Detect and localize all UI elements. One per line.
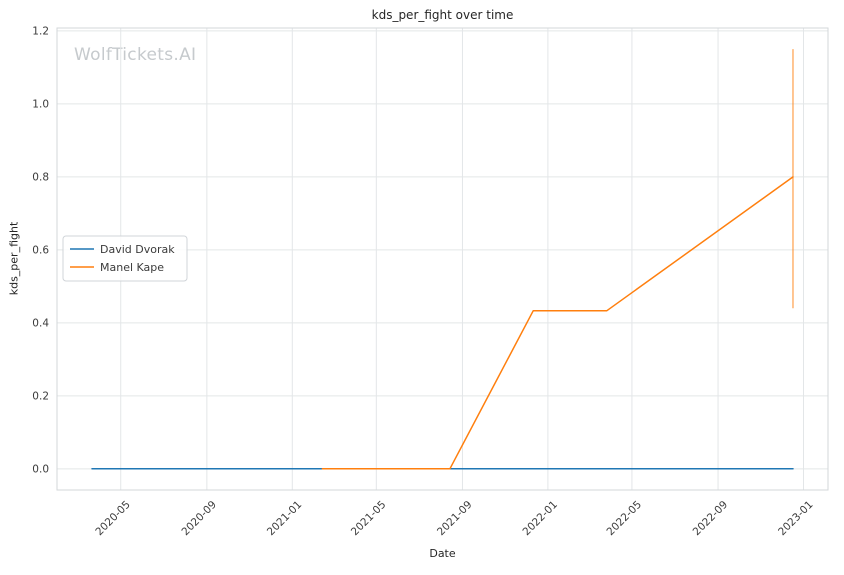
x-tick-label: 2022-09 [691,499,731,539]
y-tick-label: 0.6 [32,244,49,256]
x-tick-label: 2020-09 [179,499,219,539]
x-tick-label: 2020-05 [93,499,133,539]
y-tick-label: 1.2 [32,25,49,37]
y-tick-label: 0.0 [32,463,49,475]
legend-entry-david-dvorak: David Dvorak [70,243,175,256]
legend-box [62,235,188,282]
x-axis-label: Date [429,547,456,560]
x-axis-ticks: 2020-05 2020-09 2021-01 2021-05 2021-09 2022-… [93,499,815,539]
plot-border [56,27,829,491]
y-tick-label: 0.8 [32,171,49,183]
x-tick-label: 2021-05 [349,499,389,539]
x-tick-label: 2021-09 [435,499,475,539]
watermark: WolfTickets.AI [74,45,197,65]
x-tick-label: 2021-01 [265,499,305,539]
y-tick-label: 1.0 [32,98,49,110]
legend: David Dvorak Manel Kape [62,235,188,282]
y-tick-label: 0.4 [32,317,49,329]
x-tick-label: 2023-01 [776,499,816,539]
legend-label-david-dvorak: David Dvorak [100,243,175,256]
series-line-manel-kape [321,176,794,470]
legend-entry-manel-kape: Manel Kape [70,261,164,274]
chart-title: kds_per_fight over time [371,8,514,22]
y-axis-ticks: 0.0 0.2 0.4 0.6 0.8 1.0 1.2 [32,25,49,475]
legend-label-manel-kape: Manel Kape [100,261,164,274]
y-tick-label: 0.2 [32,390,49,402]
gridlines [57,28,828,490]
x-tick-label: 2022-01 [521,499,561,539]
x-tick-label: 2022-05 [605,499,645,539]
